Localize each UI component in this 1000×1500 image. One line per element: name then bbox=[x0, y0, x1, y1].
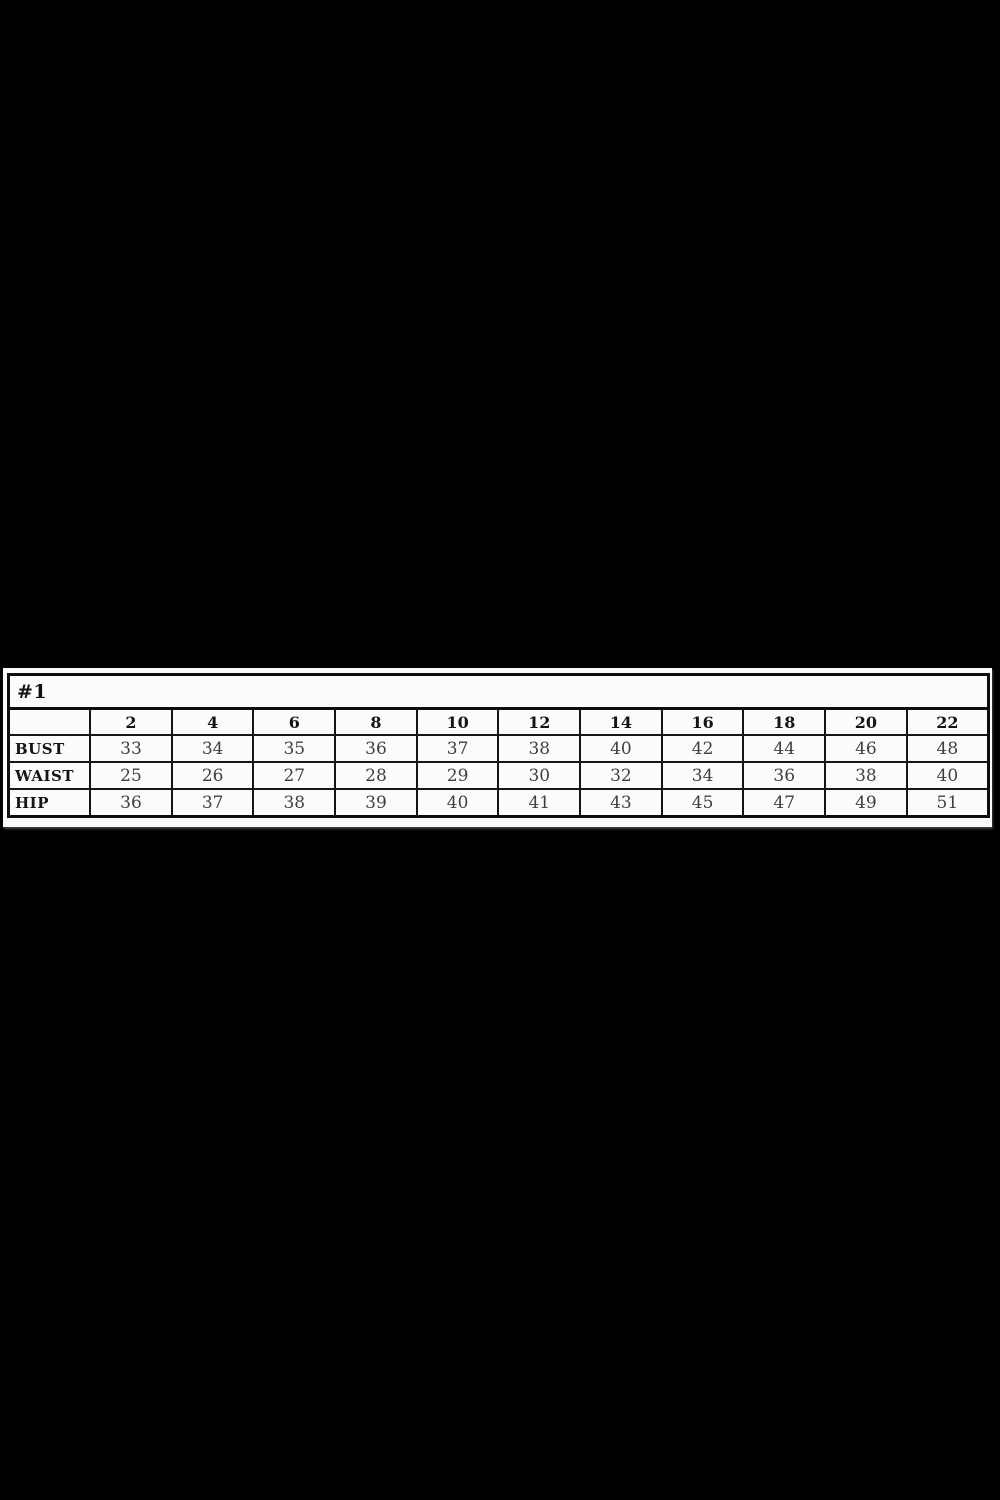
measurement-cell: 27 bbox=[252, 761, 337, 790]
measurement-cell: 34 bbox=[170, 734, 255, 763]
measurement-cell: 42 bbox=[660, 734, 745, 763]
header-row: 2 4 6 8 10 12 14 16 18 20 22 bbox=[7, 707, 990, 736]
size-chart-table: #1 2 4 6 8 10 12 14 16 18 20 22 BUST 33 34 35 36 37 38 40… bbox=[7, 673, 990, 818]
table-row: HIP 36 37 38 39 40 41 43 45 47 49 51 bbox=[7, 788, 990, 818]
measurement-cell: 29 bbox=[415, 761, 500, 790]
measurement-cell: 36 bbox=[89, 788, 173, 818]
measurement-cell: 26 bbox=[170, 761, 255, 790]
measurement-cell: 49 bbox=[824, 788, 908, 818]
measurement-cell: 32 bbox=[579, 761, 663, 790]
measurement-cell: 40 bbox=[579, 734, 663, 763]
row-label: BUST bbox=[7, 734, 92, 763]
size-column-header: 2 bbox=[89, 707, 173, 736]
title-row: #1 bbox=[7, 673, 990, 710]
measurement-cell: 37 bbox=[415, 734, 500, 763]
measurement-cell: 39 bbox=[334, 788, 418, 818]
measurement-cell: 33 bbox=[89, 734, 173, 763]
table-row: WAIST 25 26 27 28 29 30 32 34 36 38 40 bbox=[7, 761, 990, 790]
measurement-cell: 37 bbox=[170, 788, 255, 818]
measurement-cell: 35 bbox=[252, 734, 337, 763]
measurement-cell: 41 bbox=[497, 788, 582, 818]
measurement-cell: 38 bbox=[497, 734, 582, 763]
size-column-header: 14 bbox=[579, 707, 663, 736]
size-column-header: 20 bbox=[824, 707, 908, 736]
measurement-cell: 43 bbox=[579, 788, 663, 818]
measurement-cell: 36 bbox=[742, 761, 827, 790]
measurement-cell: 40 bbox=[905, 761, 990, 790]
measurement-cell: 36 bbox=[334, 734, 418, 763]
table-body: BUST 33 34 35 36 37 38 40 42 44 46 48 WAIST 25 26 27 28 2… bbox=[7, 734, 990, 818]
measurement-cell: 48 bbox=[905, 734, 990, 763]
size-column-header: 18 bbox=[742, 707, 827, 736]
size-column-header: 4 bbox=[170, 707, 255, 736]
table-head: #1 2 4 6 8 10 12 14 16 18 20 22 bbox=[7, 673, 990, 736]
size-column-header: 8 bbox=[334, 707, 418, 736]
chart-title: #1 bbox=[7, 673, 990, 710]
measurement-cell: 25 bbox=[89, 761, 173, 790]
measurement-cell: 46 bbox=[824, 734, 908, 763]
size-column-header: 22 bbox=[905, 707, 990, 736]
row-label: WAIST bbox=[7, 761, 92, 790]
table-row: BUST 33 34 35 36 37 38 40 42 44 46 48 bbox=[7, 734, 990, 763]
size-column-header: 12 bbox=[497, 707, 582, 736]
measurement-cell: 38 bbox=[824, 761, 908, 790]
size-column-header: 16 bbox=[660, 707, 745, 736]
measurement-cell: 28 bbox=[334, 761, 418, 790]
measurement-cell: 40 bbox=[415, 788, 500, 818]
measurement-cell: 47 bbox=[742, 788, 827, 818]
measurement-cell: 44 bbox=[742, 734, 827, 763]
size-column-header: 10 bbox=[415, 707, 500, 736]
row-label: HIP bbox=[7, 788, 92, 818]
measurement-cell: 38 bbox=[252, 788, 337, 818]
measurement-cell: 45 bbox=[660, 788, 745, 818]
row-label-header bbox=[7, 707, 92, 736]
scanned-page: #1 2 4 6 8 10 12 14 16 18 20 22 BUST 33 34 35 36 37 38 40… bbox=[3, 668, 992, 827]
size-column-header: 6 bbox=[252, 707, 337, 736]
measurement-cell: 30 bbox=[497, 761, 582, 790]
measurement-cell: 34 bbox=[660, 761, 745, 790]
measurement-cell: 51 bbox=[905, 788, 990, 818]
